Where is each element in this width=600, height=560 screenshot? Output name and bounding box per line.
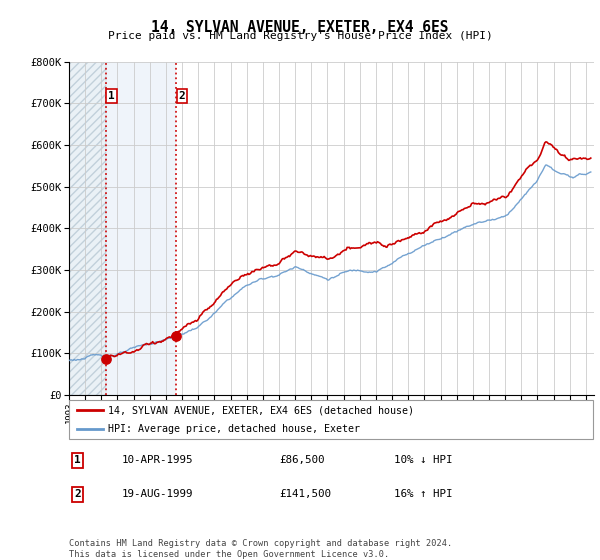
Bar: [69, 62, 106, 395]
Text: 14, SYLVAN AVENUE, EXETER, EX4 6ES: 14, SYLVAN AVENUE, EXETER, EX4 6ES: [151, 20, 449, 35]
Text: £141,500: £141,500: [279, 489, 331, 500]
Text: Contains HM Land Registry data © Crown copyright and database right 2024.
This d: Contains HM Land Registry data © Crown c…: [69, 539, 452, 559]
Text: 10-APR-1995: 10-APR-1995: [121, 455, 193, 465]
Text: 10% ↓ HPI: 10% ↓ HPI: [395, 455, 453, 465]
Text: 1: 1: [74, 455, 81, 465]
Text: HPI: Average price, detached house, Exeter: HPI: Average price, detached house, Exet…: [109, 424, 361, 433]
Text: 2: 2: [74, 489, 81, 500]
Text: 2: 2: [179, 91, 185, 101]
Bar: [69, 62, 106, 395]
Text: 16% ↑ HPI: 16% ↑ HPI: [395, 489, 453, 500]
Text: 1: 1: [108, 91, 115, 101]
Text: £86,500: £86,500: [279, 455, 325, 465]
FancyBboxPatch shape: [69, 400, 593, 439]
Bar: [106, 62, 176, 395]
Text: 14, SYLVAN AVENUE, EXETER, EX4 6ES (detached house): 14, SYLVAN AVENUE, EXETER, EX4 6ES (deta…: [109, 405, 415, 415]
Text: 19-AUG-1999: 19-AUG-1999: [121, 489, 193, 500]
Point: [101, 354, 110, 363]
Point: [171, 332, 181, 340]
Text: Price paid vs. HM Land Registry's House Price Index (HPI): Price paid vs. HM Land Registry's House …: [107, 31, 493, 41]
